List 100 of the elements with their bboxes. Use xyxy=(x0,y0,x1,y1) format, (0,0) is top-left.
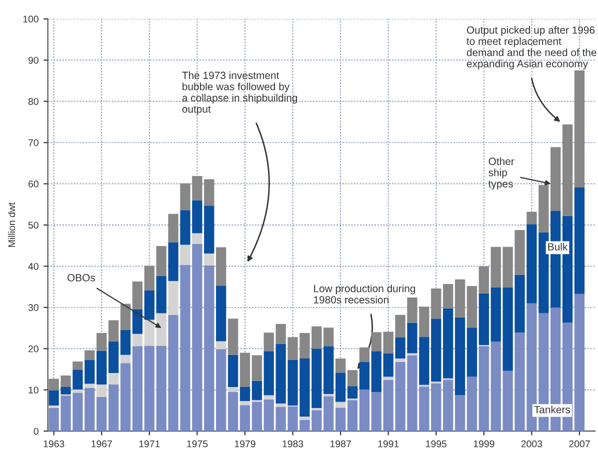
bar xyxy=(120,330,131,355)
bar xyxy=(442,308,454,378)
y-tick-label: 60 xyxy=(28,180,38,188)
bar xyxy=(168,214,178,242)
x-tick-label: 1999 xyxy=(474,440,494,448)
bar xyxy=(120,354,131,364)
bar xyxy=(574,70,585,188)
x-tick-label: 1987 xyxy=(330,440,351,448)
text: Other ship types xyxy=(488,157,514,190)
x-tick-label: 1983 xyxy=(282,440,304,448)
bar xyxy=(347,400,358,432)
bar xyxy=(264,395,274,400)
bar xyxy=(216,341,226,350)
bar xyxy=(84,350,95,360)
bar xyxy=(108,320,119,342)
x-tick-label: 2007 xyxy=(569,440,590,448)
bar xyxy=(431,318,442,382)
bar xyxy=(359,389,370,432)
bar xyxy=(72,389,83,393)
bar xyxy=(431,288,442,319)
bar xyxy=(359,362,370,390)
bar xyxy=(216,286,226,342)
y-tick-label: 40 xyxy=(28,262,38,270)
bar xyxy=(228,354,238,387)
bar xyxy=(550,147,561,211)
bar xyxy=(335,402,346,408)
annotation: Output picked up after 1996 to meet replacement demand and the need of the expanding Asian economy xyxy=(466,26,596,70)
bar xyxy=(228,386,238,392)
bar xyxy=(72,361,83,370)
y-tick-label: 80 xyxy=(28,98,38,105)
bar xyxy=(252,380,262,400)
annotation: Low production during 1980s recession xyxy=(314,284,416,304)
bar xyxy=(108,341,119,373)
x-tick-label: 1979 xyxy=(234,440,256,448)
bar xyxy=(347,386,358,399)
bar xyxy=(108,384,119,432)
bar xyxy=(431,383,442,432)
bar xyxy=(442,380,454,432)
bar xyxy=(359,347,370,362)
bar xyxy=(300,416,310,420)
y-axis-title: Million dwt xyxy=(8,202,16,247)
bar xyxy=(324,328,334,346)
text: OBOs xyxy=(67,274,95,282)
bar xyxy=(228,392,238,432)
bar xyxy=(84,384,95,388)
y-tick-label: 0 xyxy=(34,428,38,435)
bar xyxy=(120,304,131,330)
bar xyxy=(478,266,489,294)
bar xyxy=(252,402,262,432)
bar xyxy=(466,286,478,328)
bar xyxy=(371,332,382,352)
bar xyxy=(96,350,107,385)
bar xyxy=(144,346,154,432)
series-label: Tankers xyxy=(534,406,570,414)
bar xyxy=(347,370,358,386)
y-tick-label: 10 xyxy=(28,386,38,394)
bar xyxy=(442,284,454,308)
bar xyxy=(240,405,250,432)
x-tick-label: 1967 xyxy=(92,440,112,448)
x-tick-label: 2003 xyxy=(521,440,542,448)
bar xyxy=(335,372,346,402)
bar xyxy=(562,124,573,216)
y-tick-label: 30 xyxy=(28,304,38,312)
bar xyxy=(240,386,250,402)
bar xyxy=(96,384,107,397)
bar xyxy=(454,317,466,396)
bar xyxy=(120,363,131,432)
series-label: Bulk xyxy=(548,242,568,250)
y-tick-label: 50 xyxy=(28,222,38,229)
bar xyxy=(156,246,166,276)
bar xyxy=(180,244,190,265)
bar xyxy=(478,293,489,345)
bar xyxy=(240,352,250,387)
x-tick-label: 1963 xyxy=(44,440,64,448)
bar xyxy=(335,358,346,373)
bar xyxy=(204,253,214,266)
bar xyxy=(371,351,382,392)
bar xyxy=(574,294,585,432)
y-tick-label: 100 xyxy=(23,16,38,23)
bar xyxy=(574,187,585,294)
bar xyxy=(478,346,489,432)
y-tick-label: 90 xyxy=(28,56,38,64)
x-tick-label: 1995 xyxy=(426,440,447,448)
bar xyxy=(228,318,238,355)
x-tick-label: 1975 xyxy=(187,440,208,448)
bar xyxy=(324,396,334,432)
bar xyxy=(144,290,154,320)
bar xyxy=(96,332,107,351)
x-tick-label: 1991 xyxy=(378,440,399,448)
bar xyxy=(144,320,154,346)
bar xyxy=(132,334,143,346)
x-tick-label: 1971 xyxy=(139,440,160,448)
bar xyxy=(466,328,478,377)
annotation: The 1973 investment bubble was followed by a collapse in shipbuilding output xyxy=(182,71,298,115)
bar xyxy=(383,376,394,380)
bar xyxy=(395,358,406,362)
bar xyxy=(192,233,202,244)
bar xyxy=(371,392,382,432)
y-tick-label: 70 xyxy=(28,139,38,146)
bar xyxy=(96,396,107,432)
